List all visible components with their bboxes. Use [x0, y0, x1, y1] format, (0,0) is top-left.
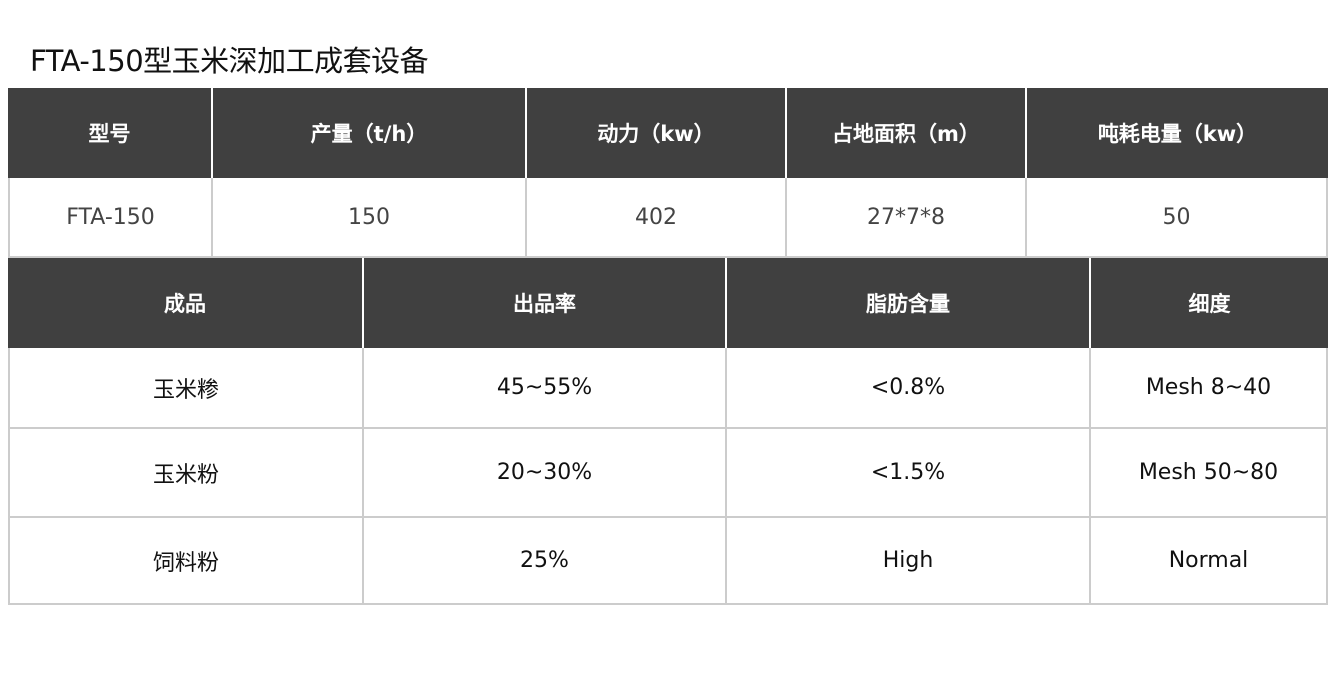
table-cell: 玉米粉 [8, 429, 364, 518]
column-header: 动力（kw） [527, 88, 787, 178]
column-header: 出品率 [364, 258, 727, 348]
table-cell: 20~30% [364, 429, 727, 518]
column-header: 成品 [8, 258, 364, 348]
table-cell: 50 [1027, 178, 1328, 258]
table-cell: 150 [213, 178, 527, 258]
table-cell: 饲料粉 [8, 518, 364, 605]
column-header: 脂肪含量 [727, 258, 1091, 348]
column-header: 产量（t/h） [213, 88, 527, 178]
table-cell: 402 [527, 178, 787, 258]
table-cell: Mesh 50~80 [1091, 429, 1328, 518]
table-cell: Mesh 8~40 [1091, 348, 1328, 429]
table-cell: 27*7*8 [787, 178, 1027, 258]
table-cell: <1.5% [727, 429, 1091, 518]
column-header: 吨耗电量（kw） [1027, 88, 1328, 178]
table-cell: 玉米糁 [8, 348, 364, 429]
column-header: 占地面积（m） [787, 88, 1027, 178]
table-cell: FTA-150 [8, 178, 213, 258]
table-cell: 45~55% [364, 348, 727, 429]
table-cell: <0.8% [727, 348, 1091, 429]
table-cell: 25% [364, 518, 727, 605]
table-cell: High [727, 518, 1091, 605]
table-cell: Normal [1091, 518, 1328, 605]
column-header: 型号 [8, 88, 213, 178]
column-header: 细度 [1091, 258, 1328, 348]
page-title: FTA-150型玉米深加工成套设备 [30, 44, 429, 78]
